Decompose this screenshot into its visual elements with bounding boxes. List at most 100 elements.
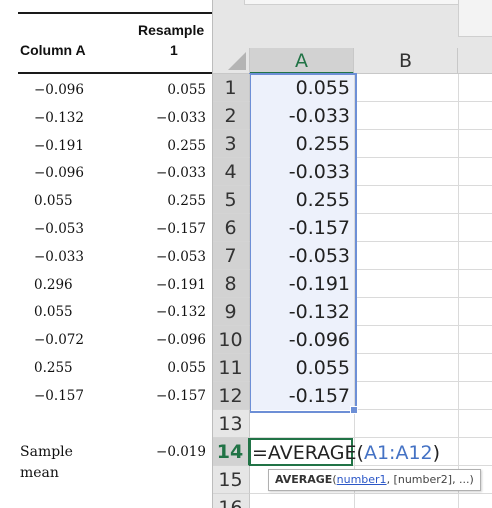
cell-a9[interactable]: -0.132: [288, 301, 350, 323]
doc-cell-resample: 0.055: [167, 82, 206, 98]
column-header-c[interactable]: [458, 48, 492, 74]
row-header-3[interactable]: 3: [212, 130, 250, 158]
doc-cell-column-a: 0.296: [34, 276, 73, 293]
doc-cell-resample: −0.157: [156, 221, 206, 237]
doc-cell-resample: −0.033: [156, 109, 206, 126]
selected-range-fill: [250, 74, 354, 410]
cell-a12[interactable]: -0.157: [288, 385, 350, 407]
ribbon-tab-strip[interactable]: [244, 0, 460, 5]
select-all-corner[interactable]: [212, 48, 250, 74]
gridline: [250, 269, 492, 270]
select-all-triangle-icon: [228, 52, 246, 70]
tooltip-function-name[interactable]: AVERAGE: [275, 473, 333, 486]
gridline: [250, 241, 492, 242]
tooltip-arg-number1[interactable]: number1: [336, 473, 387, 486]
active-cell-a14[interactable]: [249, 438, 353, 466]
doc-cell-resample: −0.033: [156, 165, 206, 182]
doc-cell-resample: −0.053: [156, 248, 206, 265]
gridline: [250, 157, 492, 158]
doc-cell-resample: −0.157: [156, 387, 206, 404]
doc-cell-resample: 0.255: [167, 137, 206, 154]
resample-header: Resample: [138, 22, 205, 38]
row-header-14[interactable]: 14: [212, 438, 250, 466]
doc-cell-column-a: −0.191: [34, 137, 84, 154]
column-a-header: Column A: [20, 42, 86, 58]
gridline: [250, 493, 492, 494]
cell-formula[interactable]: =AVERAGE(A1:A12): [252, 440, 440, 466]
cell-a6[interactable]: -0.157: [288, 217, 350, 239]
doc-cell-column-a: −0.053: [34, 221, 84, 237]
column-header-a[interactable]: A: [250, 48, 354, 74]
row-header-16[interactable]: 16: [212, 494, 250, 508]
sample-mean-label: Sample mean: [20, 444, 73, 481]
gridline: [250, 129, 492, 130]
row-header-11[interactable]: 11: [212, 354, 250, 382]
gridline: [250, 381, 492, 382]
doc-cell-resample: −0.191: [156, 276, 206, 293]
row-header-1[interactable]: 1: [212, 74, 250, 102]
row-header-12[interactable]: 12: [212, 382, 250, 410]
formula-prefix: =AVERAGE(: [252, 442, 364, 464]
gridline: [250, 213, 492, 214]
gridline: [250, 465, 492, 466]
doc-cell-column-a: 0.055: [34, 193, 73, 210]
row-header-7[interactable]: 7: [212, 242, 250, 270]
spreadsheet[interactable]: A B 1 2 3 4 5 6 7 8 9 10 11 12 13 14 15 16 0.055 -0.033 0…: [212, 0, 492, 508]
gridline: [250, 101, 492, 102]
ribbon-panel[interactable]: [458, 0, 492, 37]
cell-a3[interactable]: 0.255: [295, 133, 350, 155]
fill-handle[interactable]: [350, 406, 358, 414]
doc-cell-column-a: −0.033: [34, 248, 84, 265]
cell-a7[interactable]: -0.053: [288, 245, 350, 267]
cell-a4[interactable]: -0.033: [288, 161, 350, 183]
doc-cell-column-a: −0.157: [34, 387, 84, 404]
row-header-13[interactable]: 13: [212, 410, 250, 438]
gridline: [354, 74, 355, 508]
gridline: [458, 74, 459, 508]
table-top-rule: [18, 12, 212, 14]
sample-mean-value: −0.019: [156, 444, 206, 460]
doc-cell-column-a: −0.072: [34, 332, 84, 349]
gridline: [250, 353, 492, 354]
formula-suffix: ): [432, 442, 441, 464]
table-header-rule: [18, 72, 212, 74]
row-header-9[interactable]: 9: [212, 298, 250, 326]
row-header-10[interactable]: 10: [212, 326, 250, 354]
cell-a11[interactable]: 0.055: [295, 357, 350, 379]
window-edge: [212, 0, 213, 508]
gridline: [250, 409, 492, 410]
doc-cell-column-a: −0.132: [34, 109, 84, 126]
row-header-5[interactable]: 5: [212, 186, 250, 214]
doc-cell-resample: 0.255: [167, 193, 206, 210]
doc-cell-column-a: 0.255: [34, 360, 73, 376]
document-table: Column A Resample 1 −0.096 0.055 −0.132 −0.…: [0, 0, 212, 508]
cell-a2[interactable]: -0.033: [288, 105, 350, 127]
gridline: [250, 185, 492, 186]
cell-a5[interactable]: 0.255: [295, 189, 350, 211]
gridline: [250, 325, 492, 326]
gridline: [250, 297, 492, 298]
row-header-15[interactable]: 15: [212, 466, 250, 494]
row-header-8[interactable]: 8: [212, 270, 250, 298]
gridline: [250, 437, 492, 438]
row-header-4[interactable]: 4: [212, 158, 250, 186]
doc-cell-column-a: −0.096: [34, 165, 84, 182]
ribbon-area: [212, 0, 492, 48]
doc-cell-column-a: 0.055: [34, 304, 73, 321]
tooltip-open-paren: (: [332, 473, 337, 486]
doc-cell-resample: 0.055: [167, 360, 206, 376]
doc-cell-resample: −0.132: [156, 304, 206, 321]
resample-number-header: 1: [170, 42, 178, 58]
doc-cell-resample: −0.096: [156, 332, 206, 349]
cell-a10[interactable]: -0.096: [288, 329, 350, 351]
function-tooltip[interactable]: AVERAGE(number1, [number2], ...): [268, 469, 481, 491]
cell-a1[interactable]: 0.055: [295, 77, 350, 99]
row-header-2[interactable]: 2: [212, 102, 250, 130]
cell-a8[interactable]: -0.191: [288, 273, 350, 295]
column-header-b[interactable]: B: [354, 48, 458, 74]
selected-range-border: [249, 73, 357, 413]
formula-range-reference: A1:A12: [363, 442, 433, 464]
doc-cell-column-a: −0.096: [34, 82, 84, 98]
row-header-6[interactable]: 6: [212, 214, 250, 242]
tooltip-rest-args: , [number2], ...): [386, 473, 474, 486]
